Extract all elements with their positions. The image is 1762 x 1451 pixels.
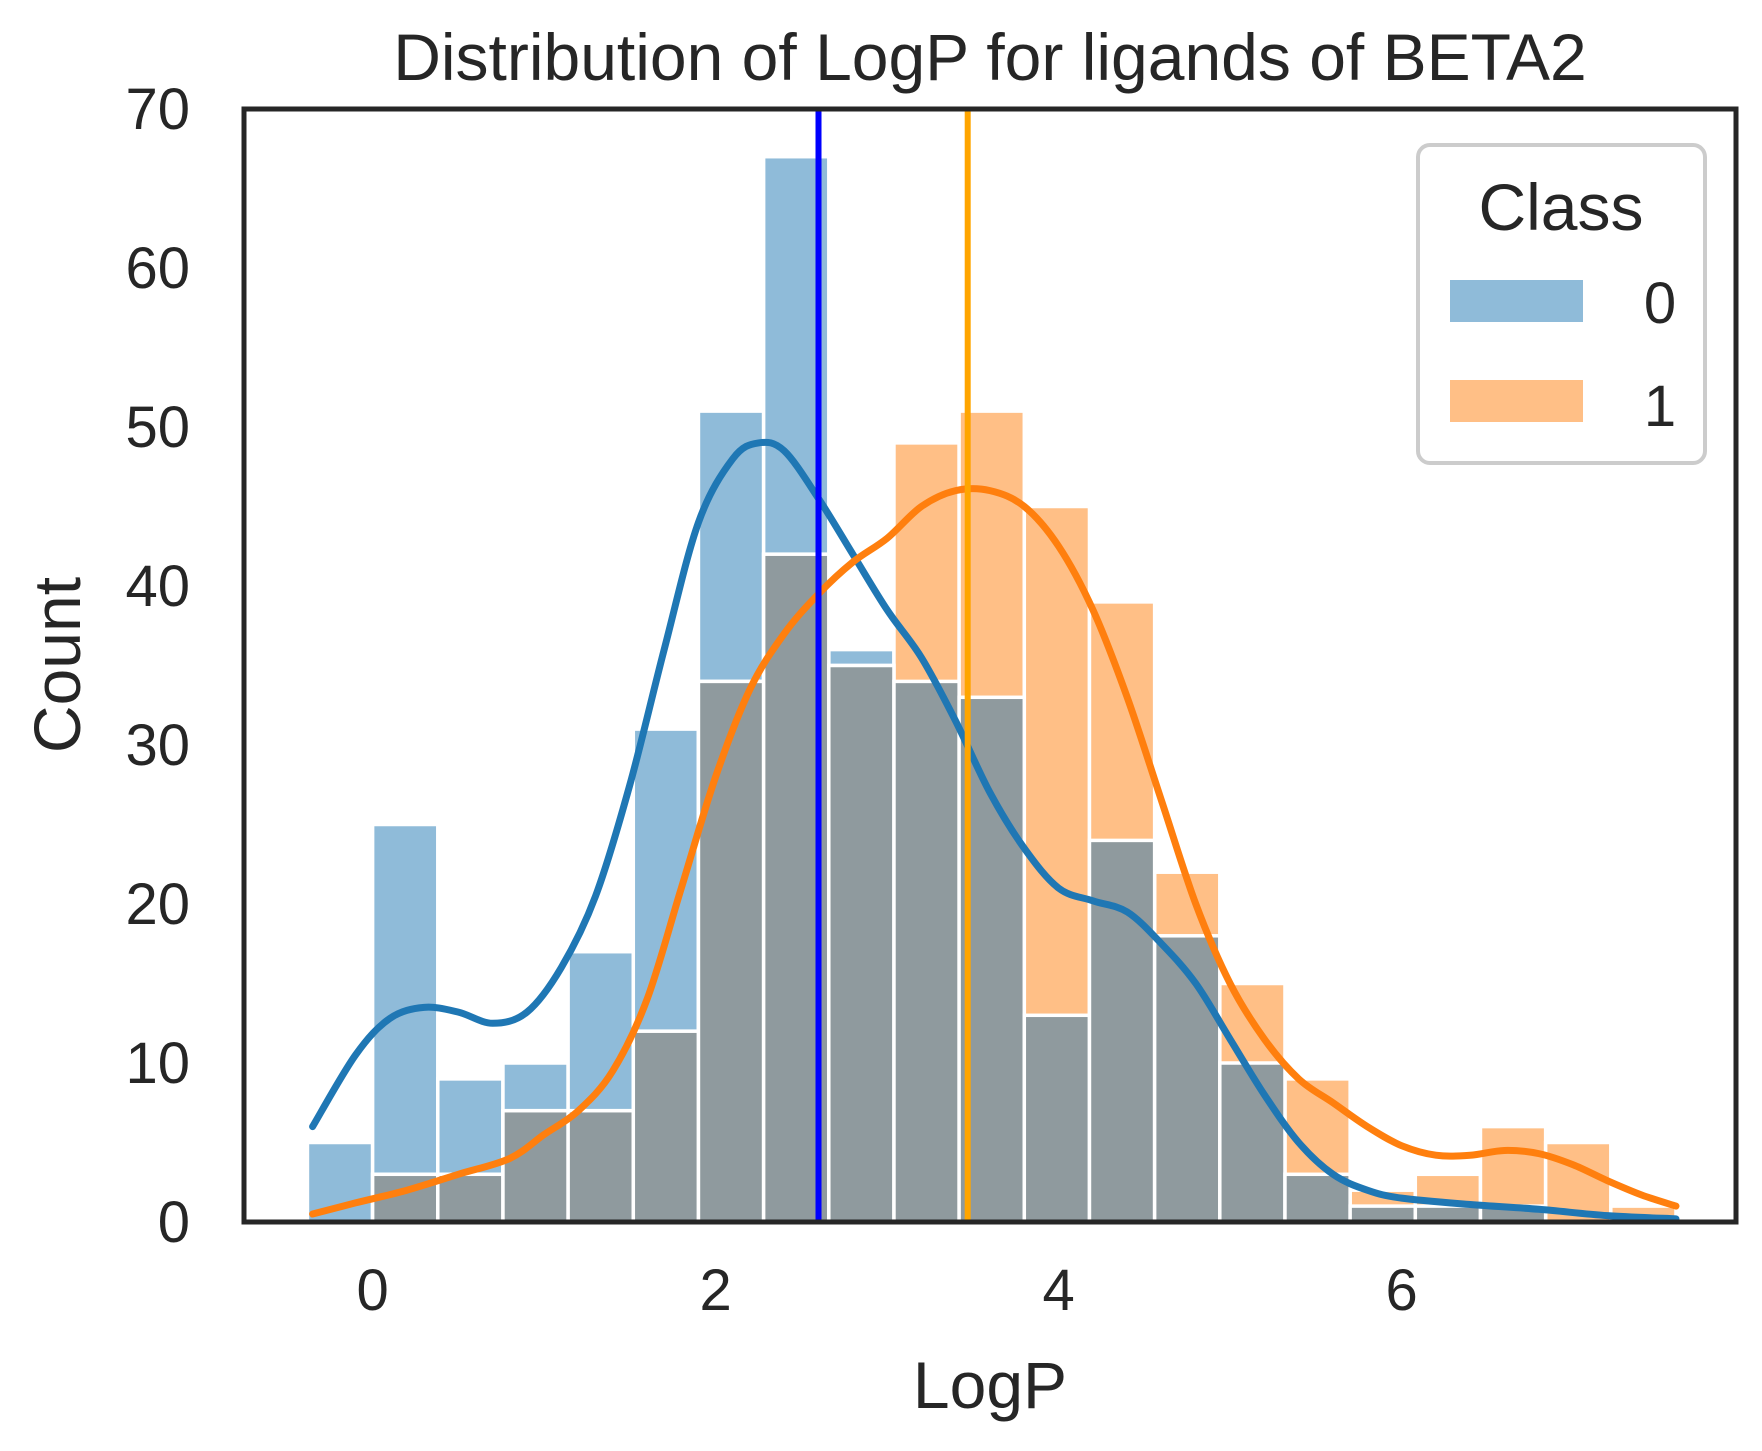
y-tick-label: 50 [125,395,190,460]
x-axis-label: LogP [913,1348,1067,1422]
y-tick-label: 10 [125,1031,190,1096]
x-tick-label: 6 [1385,1258,1417,1323]
reference-lines [815,109,971,1222]
y-tick-label: 40 [125,554,190,619]
overlap-bar-9 [892,679,961,1224]
legend-swatch-0 [1450,280,1583,322]
overlap-bar-12 [1087,838,1157,1224]
overlap-bars [370,552,1548,1224]
x-axis-ticks: 0 2 4 6 [356,1258,1417,1323]
legend-title: Class [1478,170,1643,244]
overlap-bar-8 [827,663,896,1224]
plot-frame [241,106,1739,1225]
overlap-bar-4 [566,1108,636,1224]
x-tick-label: 2 [699,1258,731,1323]
y-axis-label: Count [20,577,94,753]
chart-title: Distribution of LogP for ligands of BETA… [393,20,1587,94]
kde-curves [309,438,1680,1223]
y-axis-ticks: 0 10 20 30 40 50 60 70 [125,77,190,1255]
x-tick-label: 4 [1042,1258,1074,1323]
legend: Class 0 1 [1416,143,1707,465]
kde-curve-class-0 [309,438,1680,1223]
y-tick-label: 0 [158,1190,190,1255]
x-tick-label: 0 [356,1258,388,1323]
y-tick-label: 20 [125,872,190,937]
overlap-bar-13 [1152,934,1222,1224]
y-tick-label: 30 [125,713,190,778]
legend-label-1: 1 [1644,374,1676,439]
legend-label-0: 0 [1644,271,1676,336]
legend-swatch-1 [1450,380,1583,422]
overlap-bar-11 [1022,1013,1092,1224]
overlap-bar-6 [696,679,766,1224]
overlap-bar-5 [631,1029,701,1224]
overlap-bar-2 [436,1172,505,1224]
kde-curve-class-1 [309,485,1680,1218]
y-tick-label: 70 [125,77,190,142]
y-tick-label: 60 [125,236,190,301]
overlap-bar-14 [1218,1061,1287,1224]
